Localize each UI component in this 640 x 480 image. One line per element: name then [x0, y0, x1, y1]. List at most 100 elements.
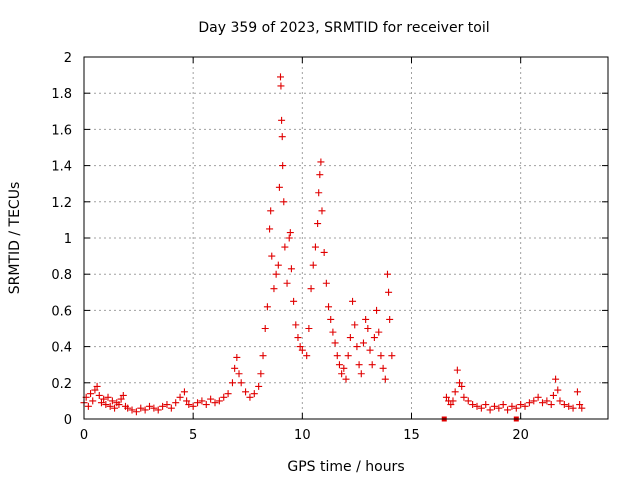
y-tick-label: 1.8 — [51, 87, 72, 102]
data-point — [261, 325, 269, 332]
data-point — [194, 399, 202, 407]
data-point — [246, 393, 254, 401]
data-point — [554, 386, 562, 394]
x-tick-label: 0 — [80, 428, 88, 443]
data-point — [141, 406, 149, 414]
data-point — [362, 315, 370, 323]
data-point — [386, 315, 394, 323]
data-point — [231, 364, 239, 372]
data-point — [573, 388, 581, 396]
data-point — [335, 361, 343, 369]
data-point — [279, 162, 287, 170]
data-point — [547, 401, 555, 409]
data-point — [499, 401, 507, 409]
data-point — [106, 402, 114, 410]
data-point — [198, 397, 206, 405]
data-point — [176, 393, 184, 401]
data-point — [329, 328, 337, 336]
data-point — [565, 402, 573, 410]
data-points — [80, 73, 586, 422]
data-point — [327, 315, 335, 323]
data-point — [87, 390, 95, 398]
data-point — [278, 116, 286, 124]
x-tick-label: 10 — [294, 428, 311, 443]
y-tick-label: 0 — [64, 413, 72, 428]
data-point — [453, 366, 461, 374]
data-point — [290, 297, 298, 305]
data-point — [128, 406, 136, 414]
data-point — [373, 306, 381, 314]
data-point — [95, 391, 103, 399]
data-point — [91, 386, 99, 394]
data-point — [233, 353, 241, 361]
data-point — [317, 158, 325, 166]
data-point — [296, 343, 304, 351]
data-point — [315, 189, 323, 197]
data-point — [451, 388, 459, 396]
data-point — [237, 379, 245, 387]
data-point — [325, 303, 333, 311]
data-point — [442, 393, 450, 401]
data-point — [280, 198, 288, 206]
data-point — [150, 404, 158, 412]
data-point — [314, 220, 322, 228]
data-point — [556, 397, 564, 405]
data-point — [460, 393, 468, 401]
data-point — [517, 401, 525, 409]
data-point — [167, 404, 175, 412]
data-point — [303, 352, 311, 360]
data-point — [185, 401, 193, 409]
data-point — [530, 397, 538, 405]
data-point — [102, 401, 110, 409]
data-point — [375, 328, 383, 336]
data-point — [549, 391, 557, 399]
data-point — [287, 265, 295, 273]
data-point — [298, 346, 306, 354]
x-axis-label: GPS time / hours — [287, 459, 404, 475]
data-point — [111, 404, 119, 412]
data-point — [311, 243, 319, 251]
data-point — [385, 288, 393, 296]
x-tick-label: 15 — [403, 428, 420, 443]
data-point — [490, 402, 498, 410]
grid-lines — [83, 56, 608, 420]
data-point — [477, 404, 485, 412]
data-point — [172, 399, 180, 407]
axes: 0 5 10 15 20 0 0.2 0.4 0.6 0.8 1 1.2 1.4 1.6 1.8 2 — [51, 51, 608, 443]
data-point — [224, 390, 232, 398]
data-point — [521, 402, 529, 410]
data-point — [211, 399, 219, 407]
data-point — [292, 321, 300, 329]
data-point — [560, 401, 568, 409]
data-point — [351, 321, 359, 329]
data-point — [576, 401, 584, 409]
data-point — [331, 339, 339, 347]
data-point — [263, 303, 271, 311]
data-point — [309, 261, 317, 269]
data-point — [333, 352, 341, 360]
data-point — [458, 382, 466, 390]
data-point — [89, 397, 97, 405]
data-point — [569, 404, 577, 412]
data-point — [495, 404, 503, 412]
data-point — [250, 390, 258, 398]
data-point — [294, 334, 302, 342]
data-point — [368, 361, 376, 369]
data-point — [357, 370, 365, 378]
data-point — [340, 364, 348, 372]
data-point — [100, 395, 108, 403]
data-point — [275, 183, 283, 191]
data-point — [228, 379, 236, 387]
chart-title: Day 359 of 2023, SRMTID for receiver toi… — [198, 20, 489, 36]
x-tick-label: 20 — [512, 428, 529, 443]
data-point — [381, 375, 389, 383]
data-point — [552, 375, 560, 383]
data-point — [316, 171, 324, 179]
data-point — [180, 388, 188, 396]
data-point — [154, 406, 162, 414]
data-point — [285, 234, 293, 242]
data-point — [283, 279, 291, 287]
data-point — [117, 395, 125, 403]
data-point — [534, 393, 542, 401]
